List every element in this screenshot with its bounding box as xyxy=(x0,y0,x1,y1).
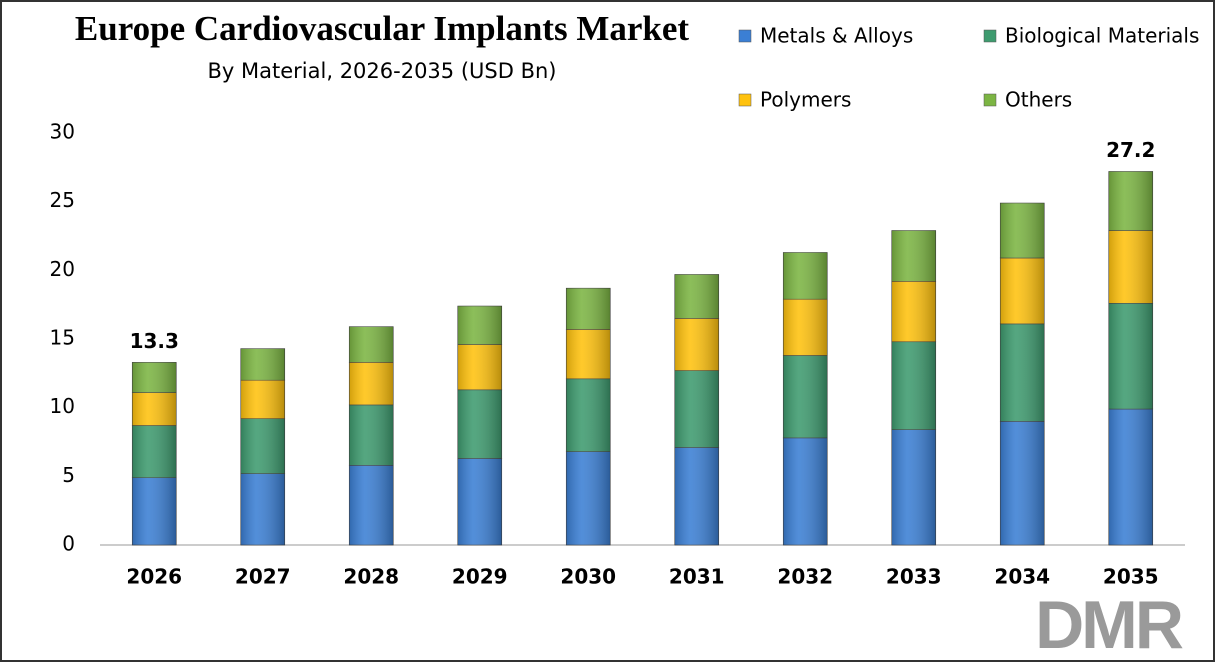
bar-shade xyxy=(674,318,719,371)
legend-label: Polymers xyxy=(760,88,851,112)
bar-shade xyxy=(349,326,394,363)
bar-shade xyxy=(566,378,611,452)
x-tick-label: 2030 xyxy=(560,565,616,589)
bar-shade xyxy=(1108,171,1153,231)
bar-shade xyxy=(1108,409,1153,545)
x-tick-label: 2026 xyxy=(126,565,182,589)
bar-shade xyxy=(891,230,936,282)
legend-swatch xyxy=(983,93,997,107)
x-tick-label: 2031 xyxy=(669,565,725,589)
y-tick-label: 5 xyxy=(62,463,75,487)
y-tick-label: 30 xyxy=(50,120,75,144)
bar-shade xyxy=(240,380,285,419)
legend-label: Others xyxy=(1005,88,1072,112)
bar-shade xyxy=(674,447,719,545)
y-tick-label: 15 xyxy=(50,326,75,350)
bar-shade xyxy=(1000,257,1045,324)
bar-shade xyxy=(240,348,285,381)
legend-swatch xyxy=(983,29,997,43)
bar-shade xyxy=(891,429,936,545)
legend-swatch xyxy=(738,29,752,43)
y-tick-label: 20 xyxy=(50,257,75,281)
total-label: 27.2 xyxy=(1106,138,1155,162)
bar-shade xyxy=(132,392,177,426)
chart-title: Europe Cardiovascular Implants Market xyxy=(75,9,689,48)
bar-shade xyxy=(891,281,936,342)
bar-shade xyxy=(1000,421,1045,545)
bar-shade xyxy=(891,341,936,430)
bar-shade xyxy=(240,418,285,474)
bar-shade xyxy=(783,355,828,438)
x-tick-label: 2029 xyxy=(452,565,508,589)
bar-shade xyxy=(1108,230,1153,304)
bar-shade xyxy=(132,362,177,393)
bar-shade xyxy=(457,458,502,545)
bar-shade xyxy=(674,274,719,319)
bar-shade xyxy=(457,306,502,345)
bar-shade xyxy=(674,370,719,448)
total-label: 13.3 xyxy=(130,329,179,353)
y-tick-label: 0 xyxy=(62,532,75,556)
bar-shade xyxy=(457,389,502,459)
bar-shade xyxy=(1000,203,1045,258)
y-tick-label: 25 xyxy=(50,188,75,212)
bar-shade xyxy=(566,329,611,379)
bar-shade xyxy=(1000,323,1045,422)
chart-subtitle: By Material, 2026-2035 (USD Bn) xyxy=(208,59,557,83)
bar-shade xyxy=(566,288,611,330)
logo: DMR xyxy=(1035,587,1183,663)
bar-shade xyxy=(783,252,828,300)
x-tick-label: 2035 xyxy=(1103,565,1159,589)
legend-label: Metals & Alloys xyxy=(760,24,913,48)
bar-shade xyxy=(1108,303,1153,410)
x-tick-label: 2027 xyxy=(235,565,291,589)
bar-shade xyxy=(240,473,285,545)
legend-label: Biological Materials xyxy=(1005,24,1199,48)
bar-shade xyxy=(132,477,177,545)
x-tick-label: 2032 xyxy=(777,565,833,589)
bar-shade xyxy=(349,404,394,466)
bar-shade xyxy=(783,299,828,356)
bar-shade xyxy=(566,451,611,545)
bar-shade xyxy=(132,425,177,478)
x-tick-label: 2033 xyxy=(886,565,942,589)
bar-shade xyxy=(349,465,394,545)
bar-shade xyxy=(457,344,502,390)
bar-shade xyxy=(783,437,828,545)
x-tick-label: 2034 xyxy=(994,565,1050,589)
legend-swatch xyxy=(738,93,752,107)
x-tick-label: 2028 xyxy=(343,565,399,589)
y-tick-label: 10 xyxy=(50,394,75,418)
bar-shade xyxy=(349,362,394,405)
